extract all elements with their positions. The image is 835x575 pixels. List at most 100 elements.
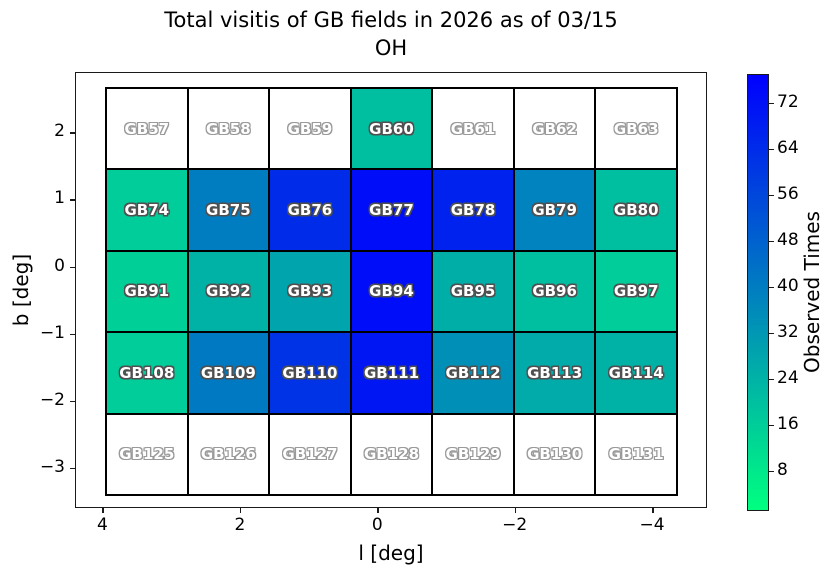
field-cell-GB95: GB95 [432, 250, 514, 333]
field-cell-GB77: GB77 [350, 169, 433, 251]
field-cell-label: GB113 [527, 363, 583, 382]
x-tick-label: −4 [639, 515, 665, 535]
field-cell-GB62: GB62 [513, 88, 596, 170]
field-cell-GB130: GB130 [513, 413, 596, 495]
field-cell-GB128: GB128 [350, 413, 433, 495]
x-tick-label: −2 [502, 515, 528, 535]
field-cell-label: GB111 [363, 363, 420, 382]
y-tick-label: −2 [39, 389, 65, 410]
field-cell-GB114: GB114 [595, 332, 677, 414]
field-cell-GB96: GB96 [513, 250, 596, 333]
x-tick-mark [102, 508, 104, 513]
x-tick-mark [239, 508, 242, 513]
field-cell-label: GB97 [613, 282, 659, 301]
field-cell-label: GB62 [532, 119, 577, 138]
field-cell-label: GB78 [450, 201, 496, 220]
chart-subtitle: OH [374, 36, 408, 60]
field-cell-GB58: GB58 [187, 88, 270, 170]
y-tick-mark [70, 467, 75, 470]
field-cell-GB75: GB75 [187, 169, 270, 251]
field-cell-GB129: GB129 [432, 413, 514, 495]
field-cell-GB97: GB97 [595, 250, 677, 333]
colorbar-tick-label: 8 [777, 459, 788, 480]
field-cell-label: GB74 [124, 201, 170, 220]
y-tick-mark [70, 199, 75, 201]
field-cell-label: GB130 [527, 445, 583, 464]
field-cell-label: GB77 [369, 201, 414, 220]
field-cell-GB108: GB108 [106, 332, 188, 414]
x-tick-label: 4 [97, 515, 108, 535]
y-tick-label: 2 [54, 121, 65, 142]
colorbar-tick-mark [769, 240, 774, 243]
field-cell-GB91: GB91 [106, 250, 188, 333]
field-cell-label: GB131 [608, 445, 664, 464]
y-axis-label: b [deg] [9, 253, 33, 327]
field-cell-label: GB108 [119, 363, 175, 382]
colorbar-tick-label: 24 [777, 367, 799, 388]
x-tick-mark [377, 508, 379, 513]
field-cell-label: GB114 [608, 363, 664, 382]
field-cell-label: GB126 [200, 445, 256, 464]
colorbar-tick-mark [769, 148, 774, 151]
y-tick-mark [70, 132, 75, 134]
colorbar-tick-mark [769, 286, 774, 289]
field-cell-label: GB128 [363, 445, 420, 464]
field-cell-label: GB60 [369, 119, 414, 138]
field-cell-GB112: GB112 [432, 332, 514, 414]
field-cell-GB79: GB79 [513, 169, 596, 251]
field-cell-GB63: GB63 [595, 88, 677, 170]
field-cell-GB59: GB59 [269, 88, 351, 170]
field-cell-GB74: GB74 [106, 169, 188, 251]
colorbar-tick-label: 32 [777, 321, 799, 342]
field-cell-label: GB96 [532, 282, 577, 301]
field-cell-GB127: GB127 [269, 413, 351, 495]
field-cell-label: GB127 [282, 445, 338, 464]
field-cell-label: GB91 [124, 282, 170, 301]
colorbar-tick-label: 72 [777, 91, 799, 112]
field-cell-label: GB79 [532, 201, 577, 220]
y-tick-label: −3 [39, 456, 65, 477]
field-cell-GB111: GB111 [350, 332, 433, 414]
x-tick-mark [514, 508, 517, 513]
x-axis-label: l [deg] [358, 541, 424, 565]
field-cell-GB57: GB57 [106, 88, 188, 170]
field-cell-GB61: GB61 [432, 88, 514, 170]
field-cell-GB125: GB125 [106, 413, 188, 495]
field-cell-label: GB93 [287, 282, 333, 301]
colorbar-tick-mark [769, 424, 774, 427]
y-tick-label: 0 [54, 255, 65, 276]
field-cell-label: GB75 [206, 201, 251, 220]
field-cell-GB60: GB60 [350, 88, 433, 170]
chart-title: Total visitis of GB fields in 2026 as of… [164, 8, 618, 32]
field-cell-GB93: GB93 [269, 250, 351, 333]
colorbar-tick-mark [769, 194, 774, 197]
y-tick-mark [70, 333, 75, 336]
field-cell-label: GB125 [119, 445, 175, 464]
colorbar-tick-mark [769, 102, 774, 105]
field-cell-label: GB110 [282, 363, 338, 382]
field-cell-label: GB95 [450, 282, 496, 301]
field-cell-label: GB63 [613, 119, 659, 138]
colorbar-label: Observed Times [800, 211, 824, 373]
field-cell-label: GB112 [445, 363, 501, 382]
field-cell-label: GB76 [287, 201, 333, 220]
field-cell-GB80: GB80 [595, 169, 677, 251]
y-tick-label: −1 [39, 322, 65, 343]
field-cell-GB110: GB110 [269, 332, 351, 414]
field-cell-label: GB57 [124, 119, 170, 138]
field-cell-label: GB129 [445, 445, 501, 464]
colorbar-tick-mark [769, 470, 774, 473]
x-tick-label: 0 [371, 515, 383, 535]
field-cell-GB131: GB131 [595, 413, 677, 495]
field-cell-label: GB61 [450, 119, 496, 138]
field-cell-GB126: GB126 [187, 413, 270, 495]
field-cell-GB78: GB78 [432, 169, 514, 251]
field-cell-label: GB92 [206, 282, 251, 301]
field-cell-GB113: GB113 [513, 332, 596, 414]
field-cell-label: GB58 [206, 119, 251, 138]
field-cell-label: GB94 [369, 282, 414, 301]
field-cell-GB109: GB109 [187, 332, 270, 414]
y-tick-label: 1 [54, 188, 65, 209]
colorbar-tick-mark [769, 378, 774, 381]
